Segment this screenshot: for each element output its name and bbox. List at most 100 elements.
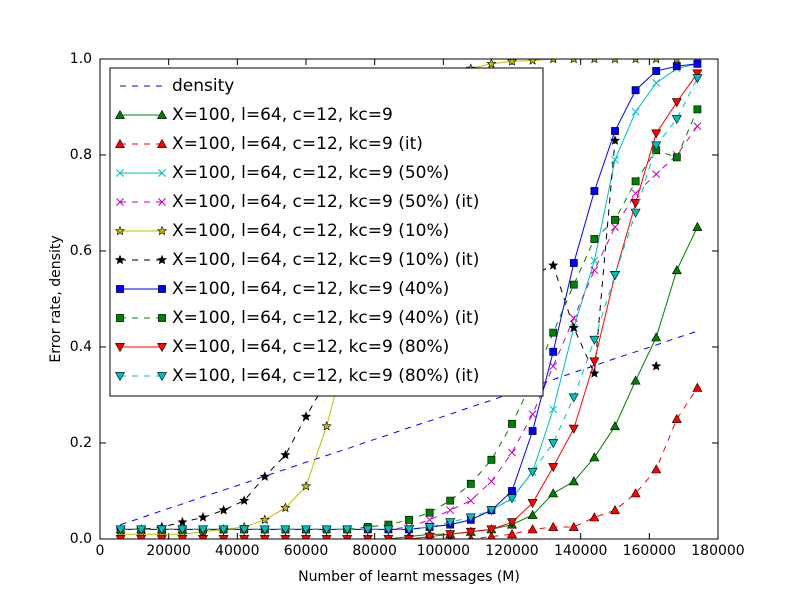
marker bbox=[259, 514, 270, 525]
marker bbox=[692, 382, 703, 392]
marker bbox=[672, 153, 681, 162]
marker bbox=[651, 129, 662, 139]
marker bbox=[506, 529, 518, 539]
marker bbox=[405, 515, 413, 524]
marker bbox=[446, 496, 455, 505]
marker bbox=[549, 328, 558, 337]
x-tick-label: 140000 bbox=[554, 543, 607, 559]
marker bbox=[508, 487, 516, 495]
marker bbox=[673, 59, 680, 64]
marker bbox=[590, 235, 599, 243]
marker bbox=[589, 452, 600, 462]
marker bbox=[321, 535, 332, 539]
marker bbox=[611, 59, 619, 64]
series-line bbox=[120, 330, 698, 526]
marker bbox=[362, 525, 373, 535]
marker bbox=[590, 256, 599, 265]
marker bbox=[631, 86, 640, 95]
marker bbox=[651, 360, 662, 371]
marker bbox=[527, 524, 538, 534]
marker bbox=[692, 221, 703, 231]
marker bbox=[446, 506, 455, 515]
marker bbox=[239, 495, 250, 505]
marker bbox=[548, 439, 559, 449]
legend-marker bbox=[114, 109, 126, 119]
legend-label: density bbox=[172, 76, 234, 96]
legend-label: X=100, l=64, c=12, kc=9 (10%) bbox=[172, 221, 449, 241]
marker bbox=[692, 74, 703, 84]
marker bbox=[652, 170, 661, 179]
marker bbox=[651, 332, 662, 342]
marker bbox=[383, 535, 394, 539]
marker bbox=[568, 476, 579, 486]
x-tick-label: 0 bbox=[96, 543, 105, 559]
legend-marker bbox=[114, 372, 126, 382]
marker bbox=[671, 98, 682, 108]
marker bbox=[569, 314, 578, 323]
x-tick-label: 60000 bbox=[284, 543, 329, 559]
legend-marker bbox=[158, 198, 166, 206]
marker bbox=[342, 525, 353, 535]
legend-marker bbox=[158, 169, 166, 177]
x-tick-label: 120000 bbox=[485, 543, 538, 559]
legend-marker bbox=[116, 314, 124, 322]
marker bbox=[549, 347, 558, 356]
marker bbox=[652, 67, 661, 75]
marker bbox=[487, 477, 496, 486]
marker bbox=[550, 59, 557, 64]
marker bbox=[671, 413, 682, 423]
legend-marker bbox=[116, 198, 124, 206]
marker bbox=[693, 59, 702, 68]
marker bbox=[632, 59, 639, 64]
y-tick-label: 0.8 bbox=[70, 147, 92, 163]
x-tick-label: 100000 bbox=[417, 543, 470, 559]
marker bbox=[693, 105, 702, 114]
marker bbox=[321, 525, 332, 535]
marker bbox=[631, 107, 640, 116]
marker bbox=[590, 187, 599, 195]
marker bbox=[569, 259, 578, 267]
marker bbox=[611, 223, 619, 231]
marker bbox=[197, 512, 209, 522]
y-tick-label: 1.0 bbox=[70, 51, 92, 67]
x-tick-label: 180000 bbox=[691, 543, 744, 559]
legend-marker bbox=[158, 285, 166, 293]
marker bbox=[671, 265, 682, 275]
marker bbox=[280, 502, 291, 513]
legend-marker bbox=[114, 225, 126, 236]
legend-box bbox=[109, 67, 544, 397]
legend-marker bbox=[156, 254, 168, 265]
legend-marker bbox=[156, 138, 168, 148]
marker bbox=[321, 420, 332, 431]
marker bbox=[590, 266, 599, 275]
marker bbox=[630, 488, 641, 498]
marker bbox=[692, 69, 703, 79]
marker bbox=[465, 527, 476, 537]
marker bbox=[568, 424, 579, 434]
marker bbox=[300, 525, 312, 535]
marker bbox=[197, 525, 209, 535]
marker bbox=[508, 448, 516, 457]
marker bbox=[568, 393, 579, 403]
marker bbox=[280, 525, 291, 535]
marker bbox=[631, 177, 640, 186]
legend-label: X=100, l=64, c=12, kc=9 (40%) bbox=[172, 279, 449, 299]
legend-marker bbox=[114, 343, 126, 353]
marker bbox=[177, 516, 188, 527]
legend-label: X=100, l=64, c=12, kc=9 (80%) (it) bbox=[172, 366, 479, 386]
marker bbox=[259, 525, 270, 535]
marker bbox=[342, 535, 353, 539]
marker bbox=[465, 513, 476, 523]
marker bbox=[527, 509, 538, 519]
y-tick-label: 0.2 bbox=[70, 435, 92, 451]
marker bbox=[425, 515, 434, 524]
legend-marker bbox=[156, 225, 168, 236]
marker bbox=[115, 535, 126, 539]
marker bbox=[527, 499, 538, 509]
legend-label: X=100, l=64, c=12, kc=9 (50%) bbox=[172, 163, 449, 183]
marker bbox=[651, 141, 662, 151]
marker bbox=[569, 280, 578, 289]
marker bbox=[156, 535, 167, 539]
legend-marker bbox=[116, 169, 124, 177]
